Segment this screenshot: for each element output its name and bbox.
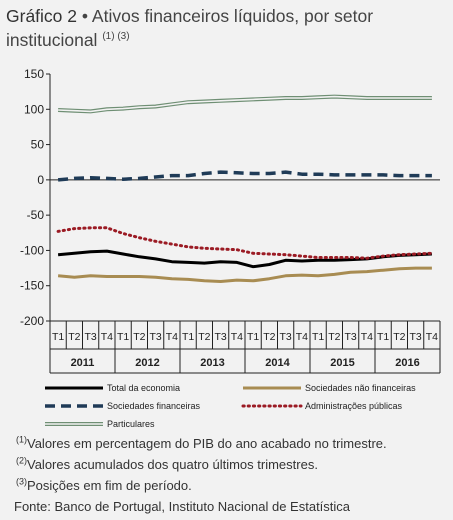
quarter-label: T4 xyxy=(426,331,438,343)
footnotes: (1)Valores em percentagem do PIB do ano … xyxy=(14,433,446,517)
line-chart: 150 100 50 0 -50 -100 -150 -200 T1 T2 T3 T4 T1 T2 T3 T4… xyxy=(20,67,441,429)
quarter-label: T4 xyxy=(101,331,113,343)
quarter-label: T1 xyxy=(312,331,324,343)
year-label: 2016 xyxy=(395,357,419,369)
quarter-label: T1 xyxy=(377,331,389,343)
quarter-label: T3 xyxy=(279,331,291,343)
footnote-1-text: Valores em percentagem do PIB do ano aca… xyxy=(27,436,387,451)
year-label: 2012 xyxy=(135,357,159,369)
footnote-1: (1)Valores em percentagem do PIB do ano … xyxy=(16,433,446,454)
footnote-3-text: Posições em fim de período. xyxy=(27,478,192,493)
y-tick-label: 50 xyxy=(31,138,45,152)
quarter-label: T4 xyxy=(296,331,308,343)
quarter-label: T1 xyxy=(182,331,194,343)
quarter-label: T3 xyxy=(409,331,421,343)
legend-particulares-label: Particulares xyxy=(107,419,155,429)
quarter-label: T3 xyxy=(84,331,96,343)
chart-number: Gráfico 2 xyxy=(6,6,77,26)
footnote-3: (3)Posições em fim de período. xyxy=(16,475,446,496)
legend-sociedades-financeiras-label: Sociedades financeiras xyxy=(107,401,201,411)
quarter-label: T3 xyxy=(149,331,161,343)
quarter-label: T2 xyxy=(263,331,275,343)
quarter-label: T1 xyxy=(117,331,129,343)
year-label: 2014 xyxy=(265,357,290,369)
y-tick-label: -200 xyxy=(20,314,44,328)
quarter-label: T4 xyxy=(231,331,243,343)
series-sociedades-financeiras-line xyxy=(57,170,432,182)
series-total-da-economia-line xyxy=(57,249,432,269)
legend-administra-es-p-blicas-label: Administrações públicas xyxy=(305,401,403,411)
title-refs: (1) (3) xyxy=(102,31,130,43)
series-administra-es-p-blicas-line xyxy=(56,226,434,260)
quarter-label: T4 xyxy=(166,331,178,343)
quarter-label: T4 xyxy=(361,331,373,343)
title-text: Ativos financeiros líquidos, por setor i… xyxy=(6,6,374,50)
quarter-label: T2 xyxy=(133,331,145,343)
y-tick-label: 100 xyxy=(24,102,44,116)
quarter-label: T2 xyxy=(198,331,210,343)
year-label: 2011 xyxy=(71,357,95,369)
source-note: Fonte: Banco de Portugal, Instituto Naci… xyxy=(14,499,351,514)
legend-sociedades-n-o-financeiras-label: Sociedades não financeiras xyxy=(305,383,416,393)
footnote-1-ref: (1) xyxy=(16,434,27,445)
y-tick-label: -50 xyxy=(27,208,45,222)
series-particulares-inner xyxy=(58,95,432,113)
quarter-label: T2 xyxy=(328,331,340,343)
y-tick-label: 150 xyxy=(24,67,44,81)
year-label: 2015 xyxy=(330,357,354,369)
title-bullet: • xyxy=(81,6,89,26)
y-tick-label: -100 xyxy=(20,243,44,257)
footnote-2-text: Valores acumulados dos quatro últimos tr… xyxy=(27,457,318,472)
quarter-label: T2 xyxy=(393,331,405,343)
quarter-label: T2 xyxy=(68,331,80,343)
legend-total-da-economia-label: Total da economia xyxy=(107,383,180,393)
quarter-label: T3 xyxy=(214,331,226,343)
footnote-2-ref: (2) xyxy=(16,455,27,466)
y-tick-label: 0 xyxy=(37,173,44,187)
series-sociedades-n-o-financeiras-line xyxy=(57,266,432,283)
quarter-label: T1 xyxy=(247,331,259,343)
quarter-label: T1 xyxy=(52,331,64,343)
footnote-3-ref: (3) xyxy=(16,476,27,487)
footnote-2: (2)Valores acumulados dos quatro últimos… xyxy=(16,454,446,475)
quarter-label: T3 xyxy=(344,331,356,343)
y-tick-label: -150 xyxy=(20,279,44,293)
year-label: 2013 xyxy=(200,357,224,369)
chart-title: Gráfico 2 • Ativos financeiros líquidos,… xyxy=(6,4,446,52)
